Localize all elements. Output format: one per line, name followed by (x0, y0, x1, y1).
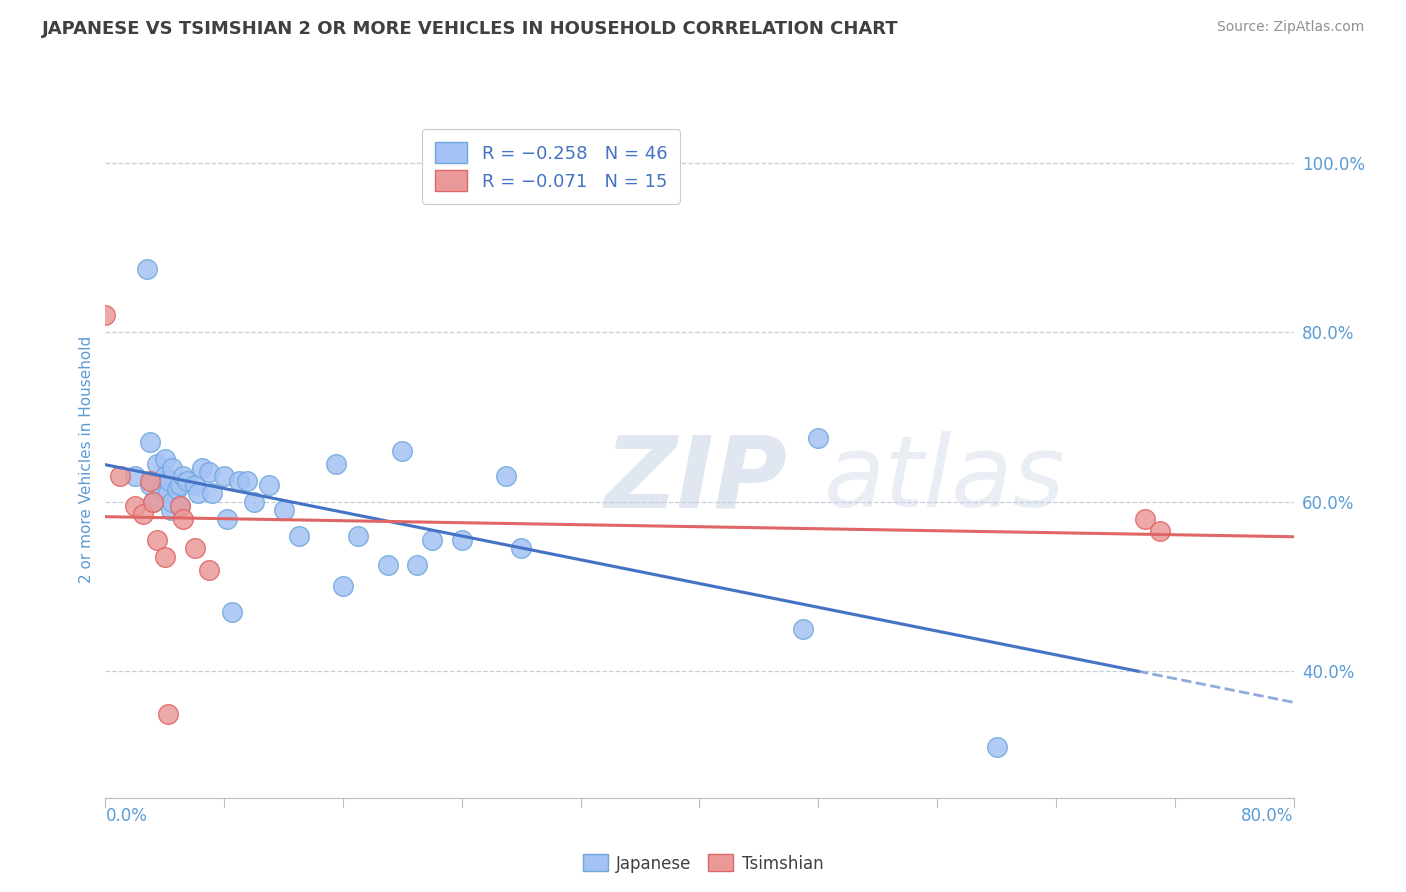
Text: atlas: atlas (824, 431, 1066, 528)
Point (325, 457, 347, 471)
Point (391, 443, 413, 458)
Point (166, 482, 188, 496)
Point (214, 469, 236, 483)
Point (332, 580, 354, 594)
Point (186, 486, 208, 500)
Point (142, 494, 165, 508)
Y-axis label: 2 or more Vehicles in Household: 2 or more Vehicles in Household (79, 335, 94, 583)
Point (495, 469, 517, 483)
Point (172, 469, 194, 483)
Point (406, 558, 429, 573)
Point (450, 533, 472, 547)
Point (146, 533, 169, 547)
Point (198, 465, 221, 479)
Point (124, 499, 146, 513)
Point (228, 474, 250, 488)
Point (153, 549, 176, 564)
Point (1149, 524, 1171, 539)
Point (347, 528, 370, 542)
Point (235, 474, 257, 488)
Text: 0.0%: 0.0% (105, 807, 148, 825)
Point (156, 486, 179, 500)
Point (139, 435, 162, 450)
Text: 80.0%: 80.0% (1241, 807, 1294, 825)
Point (159, 503, 181, 517)
Point (169, 499, 191, 513)
Point (792, 622, 814, 636)
Point (191, 461, 214, 475)
Text: JAPANESE VS TSIMSHIAN 2 OR MORE VEHICLES IN HOUSEHOLD CORRELATION CHART: JAPANESE VS TSIMSHIAN 2 OR MORE VEHICLES… (42, 20, 898, 37)
Point (142, 494, 165, 508)
Point (139, 478, 162, 492)
Legend: Japanese, Tsimshian: Japanese, Tsimshian (576, 847, 830, 880)
Point (172, 511, 194, 525)
Point (110, 469, 132, 483)
Point (150, 482, 173, 496)
Point (183, 478, 205, 492)
Point (198, 562, 221, 576)
Text: ZIP: ZIP (605, 431, 787, 528)
Point (420, 533, 443, 547)
Point (94, 309, 117, 323)
Point (986, 740, 1008, 755)
Point (1133, 511, 1156, 525)
Point (169, 499, 191, 513)
Point (153, 452, 176, 467)
Point (510, 541, 533, 556)
Point (162, 494, 184, 508)
Point (139, 474, 162, 488)
Point (273, 503, 295, 517)
Point (201, 486, 224, 500)
Point (169, 478, 191, 492)
Point (176, 474, 198, 488)
Point (153, 469, 176, 483)
Point (807, 431, 830, 445)
Point (243, 494, 266, 508)
Text: Source: ZipAtlas.com: Source: ZipAtlas.com (1216, 20, 1364, 34)
Point (257, 478, 280, 492)
Point (124, 469, 146, 483)
Point (146, 457, 169, 471)
Point (156, 706, 179, 721)
Point (217, 511, 239, 525)
Point (162, 461, 184, 475)
Point (131, 508, 153, 522)
Point (183, 541, 205, 556)
Point (377, 558, 399, 573)
Point (136, 261, 159, 276)
Point (221, 605, 243, 619)
Point (157, 474, 180, 488)
Legend: R = −0.258   N = 46, R = −0.071   N = 15: R = −0.258 N = 46, R = −0.071 N = 15 (422, 129, 681, 203)
Point (287, 528, 309, 542)
